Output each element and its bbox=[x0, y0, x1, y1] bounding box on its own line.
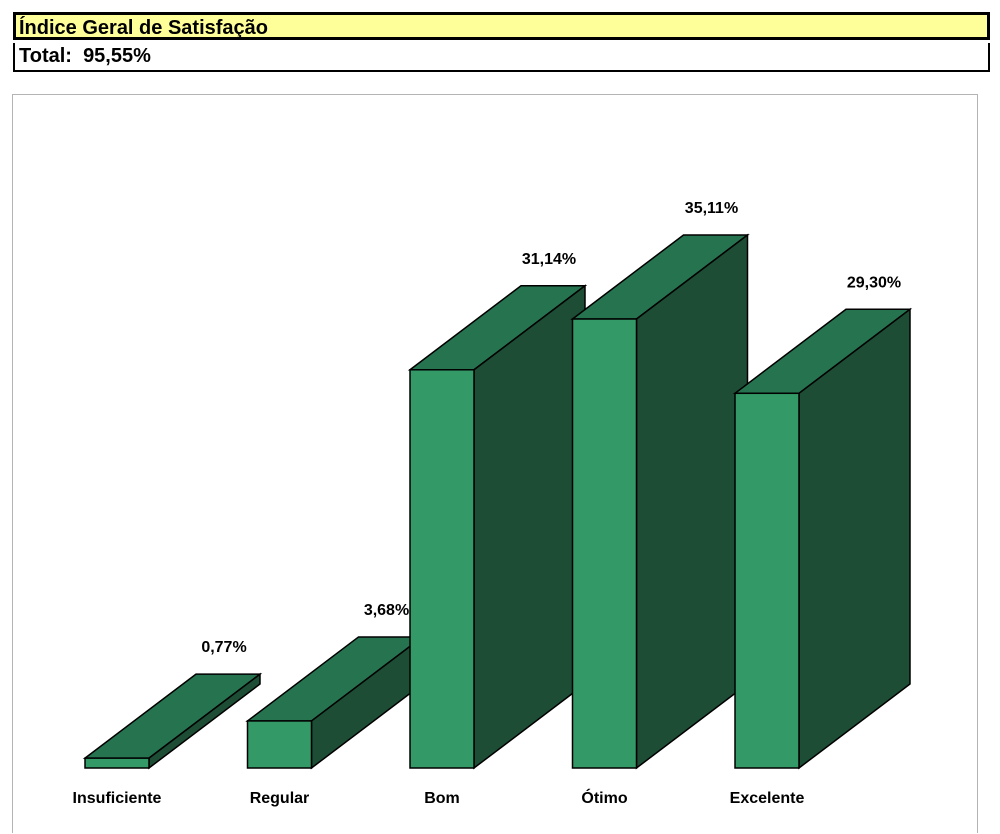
bar-front-2 bbox=[246, 720, 313, 769]
bar-front-4 bbox=[571, 318, 638, 769]
chart-title: Índice Geral de Satisfação bbox=[19, 17, 268, 39]
total-bar: Total: 95,55% bbox=[13, 43, 990, 72]
data-label-2: 3,68% bbox=[364, 602, 409, 619]
bar-front-5 bbox=[734, 392, 800, 769]
category-label-2: Regular bbox=[250, 790, 310, 807]
bar-side-4 bbox=[635, 233, 749, 770]
category-label-4: Ótimo bbox=[581, 788, 627, 807]
bar-side-3 bbox=[473, 284, 586, 770]
data-label-3: 31,14% bbox=[522, 251, 576, 268]
bar-3 bbox=[407, 284, 588, 770]
category-label-1: Insuficiente bbox=[73, 790, 162, 807]
chart-frame: 0,77% Insuficiente 3,68% Regular 31,14% Bom 35… bbox=[12, 94, 978, 833]
bar-4 bbox=[570, 233, 750, 770]
data-label-1: 0,77% bbox=[201, 639, 246, 656]
bar-5 bbox=[732, 307, 913, 770]
chart-title-bar: Índice Geral de Satisfação bbox=[13, 12, 990, 40]
total-value: Total: 95,55% bbox=[19, 45, 151, 67]
bar-2 bbox=[245, 635, 425, 770]
bar-1 bbox=[82, 672, 263, 770]
bar-front-1 bbox=[84, 757, 150, 769]
bar-chart: 0,77% Insuficiente 3,68% Regular 31,14% Bom 35… bbox=[73, 200, 913, 807]
bar-front-3 bbox=[409, 369, 475, 769]
data-label-5: 29,30% bbox=[847, 274, 901, 291]
category-label-5: Excelente bbox=[730, 790, 805, 807]
data-label-4: 35,11% bbox=[685, 200, 738, 217]
category-label-3: Bom bbox=[424, 790, 460, 807]
